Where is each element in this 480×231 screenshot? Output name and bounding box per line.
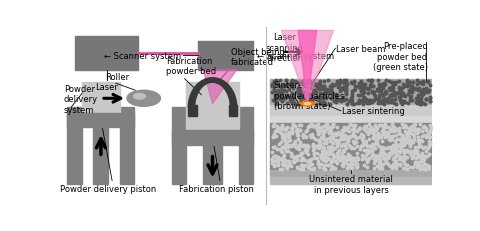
Bar <box>270 117 432 124</box>
Text: Powder
delivery
system: Powder delivery system <box>64 85 98 114</box>
Text: Laser: Laser <box>95 83 118 92</box>
Bar <box>270 124 432 170</box>
Bar <box>60 28 266 206</box>
Polygon shape <box>281 31 334 104</box>
Bar <box>270 28 432 206</box>
Text: Laser
scanning
direction: Laser scanning direction <box>266 33 304 63</box>
Bar <box>83 108 120 113</box>
Polygon shape <box>203 70 237 104</box>
Text: Laser sintering: Laser sintering <box>342 107 404 116</box>
Bar <box>228 106 237 117</box>
Text: ← Scanner system: ← Scanner system <box>257 52 334 61</box>
Text: Unsintered material
in previous layers: Unsintered material in previous layers <box>309 174 393 194</box>
Bar <box>270 177 432 184</box>
Bar <box>188 106 196 117</box>
Bar <box>270 79 432 106</box>
Text: Laser beam: Laser beam <box>336 45 386 54</box>
Text: Roller: Roller <box>106 73 130 82</box>
Bar <box>94 127 108 184</box>
Bar <box>270 170 432 177</box>
Circle shape <box>133 94 145 100</box>
Text: Pre-placed
powder bed
(green state): Pre-placed powder bed (green state) <box>372 42 428 72</box>
Polygon shape <box>298 31 317 104</box>
Polygon shape <box>300 102 315 106</box>
Text: Object being
fabricated: Object being fabricated <box>231 48 285 67</box>
Bar <box>186 108 239 131</box>
Bar <box>239 108 253 184</box>
Bar <box>186 83 239 108</box>
Bar <box>172 108 186 184</box>
Bar <box>172 131 253 145</box>
Bar <box>198 42 253 70</box>
Text: ← Scanner system: ← Scanner system <box>104 52 181 61</box>
Polygon shape <box>304 103 311 105</box>
Bar <box>75 36 138 70</box>
Text: Powder delivery piston: Powder delivery piston <box>60 184 156 193</box>
Bar <box>67 113 134 127</box>
Bar <box>67 108 83 184</box>
Text: Sintered
powder particles
(brown state): Sintered powder particles (brown state) <box>274 81 344 111</box>
Bar <box>203 145 222 184</box>
Circle shape <box>127 91 160 107</box>
Bar <box>83 83 120 108</box>
Text: Fabrication
powder bed: Fabrication powder bed <box>166 56 216 76</box>
Text: Fabrication piston: Fabrication piston <box>179 184 253 193</box>
Bar <box>120 108 134 184</box>
Bar <box>270 106 432 117</box>
Polygon shape <box>188 78 237 108</box>
